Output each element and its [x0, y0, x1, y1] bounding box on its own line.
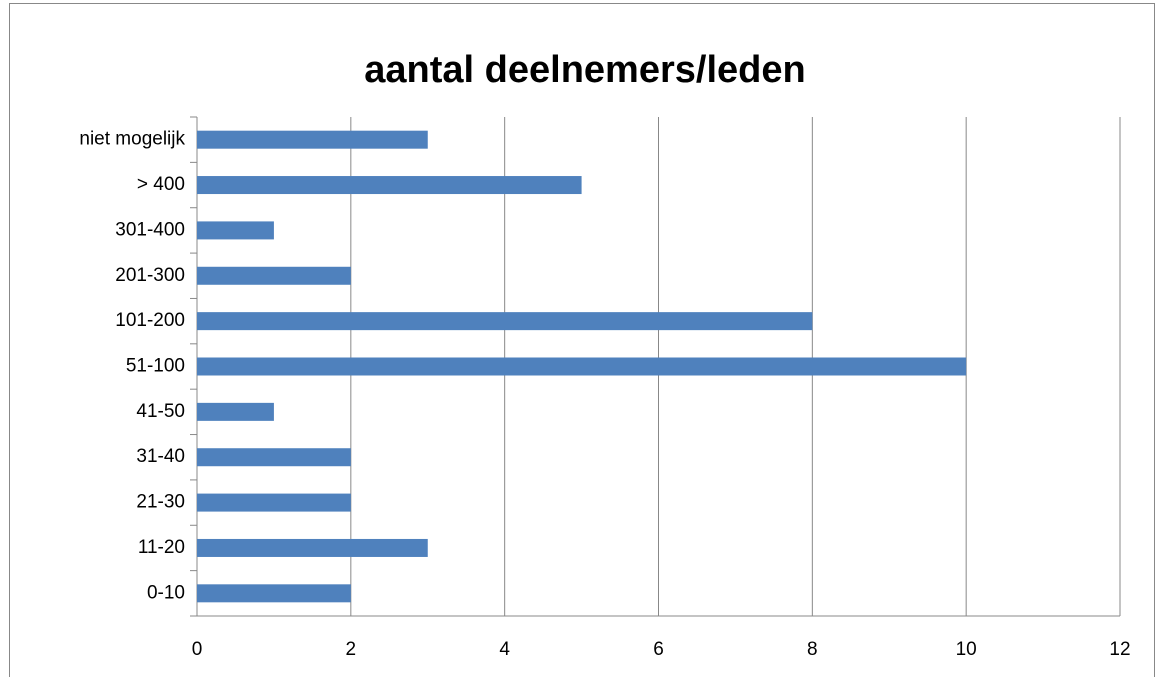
x-tick-label: 6 — [653, 639, 664, 660]
y-tick-label: niet mogelijk — [79, 129, 185, 150]
x-tick-label: 4 — [499, 639, 510, 660]
bar — [197, 221, 274, 240]
bar — [197, 130, 428, 149]
y-tick-label: 0-10 — [147, 582, 185, 603]
y-tick-label: > 400 — [137, 174, 185, 195]
bar — [197, 176, 582, 195]
y-tick-label: 31-40 — [136, 446, 185, 467]
y-tick-label: 101-200 — [115, 310, 185, 331]
x-tick-label: 8 — [807, 639, 818, 660]
y-tick-label: 11-20 — [138, 537, 185, 558]
bar — [197, 312, 813, 331]
bar — [197, 357, 967, 376]
bar — [197, 538, 428, 557]
x-tick-label: 0 — [192, 639, 203, 660]
bar — [197, 402, 274, 421]
bar — [197, 493, 351, 512]
chart-title: aantal deelnemers/leden — [364, 49, 805, 91]
y-tick-label: 41-50 — [136, 401, 185, 422]
y-tick-label: 51-100 — [126, 356, 185, 377]
x-tick-label: 10 — [956, 639, 977, 660]
bar — [197, 584, 351, 603]
x-tick-label: 12 — [1109, 639, 1130, 660]
bar — [197, 448, 351, 467]
y-tick-label: 301-400 — [115, 219, 185, 240]
y-tick-label: 201-300 — [115, 265, 185, 286]
y-tick-label: 21-30 — [136, 492, 185, 513]
x-tick-label: 2 — [346, 639, 357, 660]
bar — [197, 266, 351, 285]
chart-frame — [9, 3, 1155, 677]
